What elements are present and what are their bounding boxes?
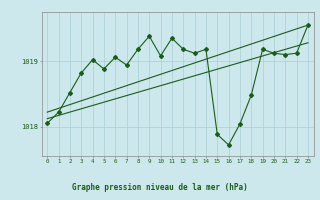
Text: Graphe pression niveau de la mer (hPa): Graphe pression niveau de la mer (hPa): [72, 183, 248, 192]
